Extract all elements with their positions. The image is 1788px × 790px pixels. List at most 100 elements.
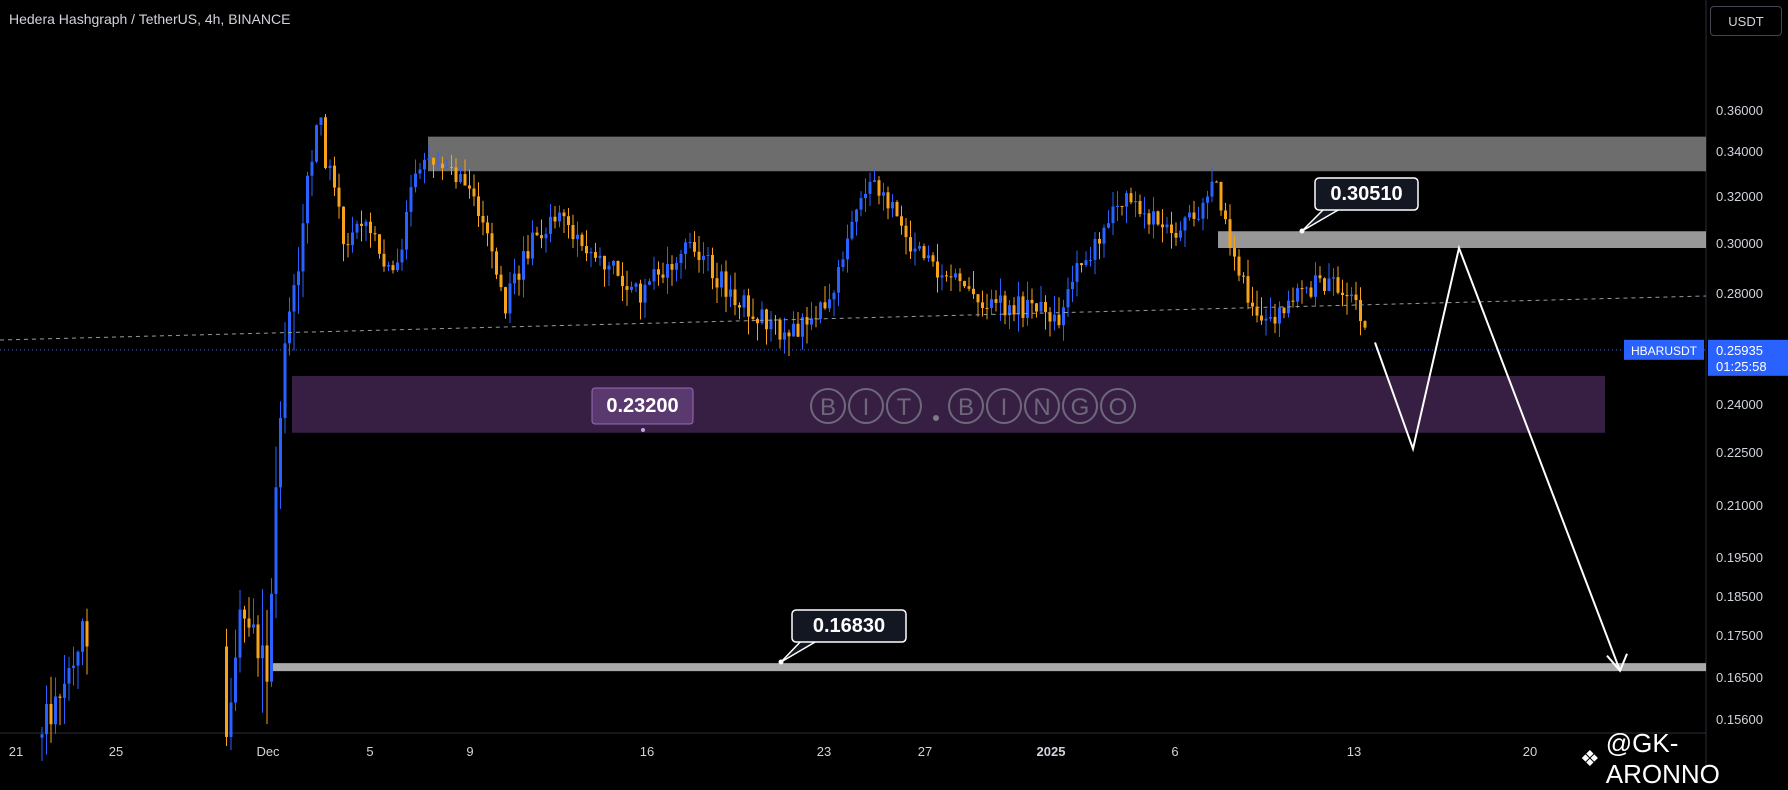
candle-body bbox=[1363, 321, 1367, 328]
candle-body bbox=[630, 286, 633, 290]
candle-body bbox=[945, 275, 948, 277]
currency-button[interactable]: USDT bbox=[1710, 6, 1782, 36]
candle-body bbox=[1273, 316, 1277, 324]
candle-body bbox=[1098, 238, 1101, 244]
candle-body bbox=[648, 281, 651, 285]
candle-body bbox=[859, 198, 863, 210]
candle-body bbox=[472, 188, 476, 197]
candle-body bbox=[252, 624, 255, 628]
y-tick-label: 0.19500 bbox=[1716, 550, 1763, 565]
candle-body bbox=[1291, 300, 1295, 302]
candle-body bbox=[544, 233, 548, 239]
candle-body bbox=[657, 269, 660, 275]
candles bbox=[40, 113, 1367, 762]
candle-body bbox=[702, 255, 705, 261]
watermark-letter: O bbox=[1109, 394, 1128, 421]
candle-body bbox=[1066, 289, 1070, 308]
watermark-letter: N bbox=[1033, 394, 1050, 421]
candle-body bbox=[913, 248, 917, 252]
trend-line bbox=[0, 295, 1707, 341]
y-tick-label: 0.30000 bbox=[1716, 236, 1763, 251]
watermark-letter: B bbox=[958, 394, 974, 421]
candle-body bbox=[414, 173, 417, 188]
candle-body bbox=[400, 249, 404, 263]
candle-body bbox=[940, 275, 944, 278]
candle-body bbox=[477, 196, 480, 216]
candle-body bbox=[765, 309, 768, 330]
y-tick-label: 0.15600 bbox=[1716, 712, 1763, 727]
candle-body bbox=[747, 295, 750, 317]
candle-body bbox=[319, 117, 323, 126]
candle-body bbox=[801, 317, 804, 337]
candle-body bbox=[877, 180, 881, 196]
candle-body bbox=[751, 316, 755, 319]
candle-body bbox=[886, 192, 890, 209]
candle-body bbox=[589, 252, 593, 254]
candle-body bbox=[468, 185, 471, 189]
candle-body bbox=[697, 251, 701, 261]
y-tick-label: 0.16500 bbox=[1716, 670, 1763, 685]
y-tick-label: 0.32000 bbox=[1716, 189, 1763, 204]
candle-body bbox=[81, 621, 84, 652]
candle-body bbox=[670, 264, 674, 270]
candle-body bbox=[1174, 233, 1178, 238]
candle-body bbox=[819, 302, 822, 319]
candle-body bbox=[954, 273, 957, 278]
candle-body bbox=[1156, 211, 1160, 225]
candle-body bbox=[823, 302, 827, 309]
candle-body bbox=[499, 274, 503, 288]
candle-body bbox=[706, 254, 710, 256]
candle-body bbox=[45, 704, 48, 735]
candle-body bbox=[306, 175, 309, 224]
binance-icon: ❖ bbox=[1580, 746, 1600, 771]
y-tick-label: 0.22500 bbox=[1716, 445, 1763, 460]
candle-body bbox=[1080, 263, 1083, 266]
candle-body bbox=[369, 221, 372, 234]
candle-body bbox=[850, 221, 854, 239]
candle-body bbox=[1021, 296, 1025, 318]
candle-body bbox=[661, 274, 665, 278]
candle-body bbox=[396, 262, 399, 271]
candle-body bbox=[895, 201, 899, 217]
candle-body bbox=[481, 215, 485, 223]
candle-body bbox=[985, 307, 989, 309]
candle-body bbox=[1030, 299, 1034, 304]
candle-body bbox=[351, 232, 354, 246]
candle-body bbox=[1116, 205, 1119, 207]
candle-body bbox=[990, 299, 993, 309]
price-tag bbox=[1708, 339, 1788, 376]
candle-body bbox=[864, 193, 867, 199]
candle-body bbox=[310, 161, 314, 176]
candle-body bbox=[1318, 275, 1322, 279]
candle-body bbox=[292, 285, 296, 312]
candle-body bbox=[832, 292, 836, 300]
x-tick-label: 2025 bbox=[1037, 744, 1066, 759]
candle-body bbox=[738, 305, 741, 308]
x-tick-label: 6 bbox=[1171, 744, 1178, 759]
candle-body bbox=[265, 645, 269, 682]
candle-body bbox=[634, 283, 638, 287]
candle-body bbox=[652, 269, 656, 282]
candle-body bbox=[256, 624, 260, 659]
candle-body bbox=[1044, 301, 1047, 313]
candle-body bbox=[1084, 260, 1088, 266]
watermark-letter: G bbox=[1071, 394, 1090, 421]
candle-body bbox=[315, 125, 318, 162]
candle-body bbox=[931, 255, 935, 262]
candle-body bbox=[508, 283, 512, 314]
candle-body bbox=[684, 242, 687, 254]
candle-body bbox=[1152, 211, 1155, 225]
callout-label: 0.23200 bbox=[606, 395, 678, 417]
candle-body bbox=[621, 275, 624, 287]
candle-body bbox=[760, 309, 764, 324]
candle-body bbox=[1012, 305, 1016, 315]
candle-body bbox=[1246, 276, 1250, 303]
candle-body bbox=[459, 173, 462, 183]
candle-body bbox=[1008, 305, 1011, 316]
zone-resistance bbox=[428, 136, 1706, 172]
candle-body bbox=[603, 255, 606, 270]
candle-body bbox=[1210, 181, 1214, 197]
candle-body bbox=[535, 232, 539, 236]
price-tag-countdown: 01:25:58 bbox=[1716, 359, 1767, 374]
price-chart[interactable]: 0.360000.340000.320000.300000.280000.260… bbox=[0, 0, 1788, 768]
